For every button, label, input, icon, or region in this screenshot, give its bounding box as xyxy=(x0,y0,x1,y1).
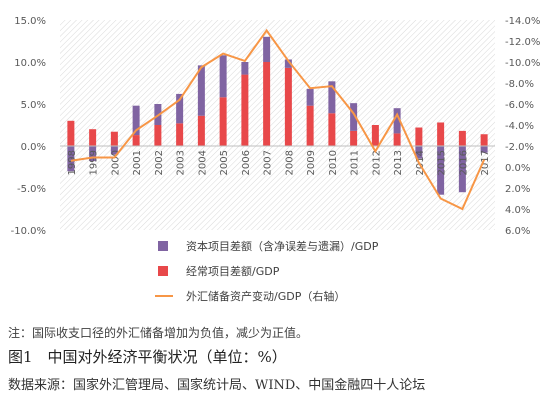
category-label: 2003 xyxy=(176,150,187,175)
current-account-bar xyxy=(393,133,401,146)
right-tick-label: 4.0% xyxy=(505,205,530,216)
right-tick-label: -8.0% xyxy=(505,79,534,90)
capital-account-bar xyxy=(284,59,292,68)
category-label: 1998 xyxy=(67,150,78,175)
capital-account-bar xyxy=(110,146,118,155)
data-source: 数据来源：国家外汇管理局、国家统计局、WIND、中国金融四十人论坛 xyxy=(8,378,426,393)
left-axis: 15.0% 10.0% 5.0% 0.0% -5.0% -10.0% xyxy=(11,16,46,237)
current-account-bar xyxy=(371,125,379,146)
current-account-bar xyxy=(284,67,292,146)
capital-account-bar xyxy=(132,105,140,136)
capital-account-bar xyxy=(241,62,249,75)
left-tick-label: 15.0% xyxy=(14,16,46,27)
category-label: 2016 xyxy=(458,150,469,175)
current-account-bar xyxy=(241,74,249,146)
category-label: 2002 xyxy=(154,150,165,175)
category-label: 1999 xyxy=(89,150,100,175)
right-tick-label: -10.0% xyxy=(505,58,540,69)
right-tick-label: 6.0% xyxy=(505,226,530,237)
capital-account-bar xyxy=(328,81,336,114)
capital-account-bar xyxy=(219,55,227,98)
capital-account-bar xyxy=(197,65,205,116)
current-account-bar xyxy=(306,105,314,146)
current-account-bar xyxy=(110,131,118,146)
legend-swatch xyxy=(158,241,168,251)
left-tick-label: 5.0% xyxy=(21,100,46,111)
left-tick-label: 0.0% xyxy=(21,142,46,153)
capital-account-bar xyxy=(306,88,314,106)
current-account-bar xyxy=(154,125,162,146)
category-label: 2010 xyxy=(328,150,339,175)
category-label: 2006 xyxy=(241,150,252,175)
capital-account-bar xyxy=(437,146,445,195)
left-tick-label: -10.0% xyxy=(11,226,46,237)
category-label: 2005 xyxy=(219,150,230,175)
legend-swatch xyxy=(158,266,168,276)
capital-account-bar xyxy=(89,146,97,162)
category-label: 2004 xyxy=(197,150,208,175)
category-label: 2017 xyxy=(480,150,491,175)
current-account-bar xyxy=(415,127,423,146)
legend-label: 经常项目差额/GDP xyxy=(186,264,280,278)
current-account-bar xyxy=(219,97,227,146)
bar-series xyxy=(67,36,488,195)
right-axis: -14.0% -12.0% -10.0% -8.0% -6.0% -4.0% -2.0% 0.… xyxy=(505,16,540,237)
current-account-bar xyxy=(480,134,488,146)
legend: 资本项目差额（含净误差与遗漏）/GDP 经常项目差额/GDP 外汇储备资产变动/GD… xyxy=(155,239,379,303)
chart: 15.0% 10.0% 5.0% 0.0% -5.0% -10.0% -14.0% -12.… xyxy=(11,16,541,303)
right-tick-label: 2.0% xyxy=(505,184,530,195)
category-label: 2009 xyxy=(306,150,317,175)
right-tick-label: -2.0% xyxy=(505,142,534,153)
current-account-bar xyxy=(176,123,184,146)
left-tick-label: -5.0% xyxy=(17,184,46,195)
current-account-bar xyxy=(437,122,445,146)
category-label: 2001 xyxy=(132,150,143,175)
plot-area xyxy=(60,20,495,230)
capital-account-bar xyxy=(67,146,75,172)
current-account-bar xyxy=(350,130,358,146)
capital-account-bar xyxy=(480,146,488,153)
current-account-bar xyxy=(67,120,75,146)
capital-account-bar xyxy=(458,146,466,193)
footnote: 注：国际收支口径的外汇储备增加为负值，减少为正值。 xyxy=(8,326,309,340)
legend-label: 资本项目差额（含净误差与遗漏）/GDP xyxy=(186,239,379,253)
category-label: 2007 xyxy=(263,150,274,175)
category-label: 2008 xyxy=(284,150,295,175)
right-tick-label: -4.0% xyxy=(505,121,534,132)
current-account-bar xyxy=(263,62,271,146)
right-tick-label: 0.0% xyxy=(505,163,530,174)
current-account-bar xyxy=(132,135,140,146)
right-tick-label: -12.0% xyxy=(505,37,540,48)
category-labels: 1998 1999 2000 2001 2002 2003 2004 2005 2006 2007… xyxy=(67,150,491,175)
legend-label: 外汇储备资产变动/GDP（右轴） xyxy=(186,289,345,303)
category-label: 2011 xyxy=(350,150,361,175)
right-tick-label: -14.0% xyxy=(505,16,540,27)
current-account-bar xyxy=(458,130,466,146)
current-account-bar xyxy=(328,113,336,146)
category-label: 2000 xyxy=(110,150,121,175)
capital-account-bar xyxy=(350,103,358,131)
current-account-bar xyxy=(89,129,97,146)
category-label: 2014 xyxy=(415,150,426,175)
left-tick-label: 10.0% xyxy=(14,58,46,69)
right-tick-label: -6.0% xyxy=(505,100,534,111)
capital-account-bar xyxy=(415,146,423,159)
capital-account-bar xyxy=(393,108,401,134)
category-label: 2013 xyxy=(393,150,404,175)
line-series xyxy=(70,28,486,211)
capital-account-bar xyxy=(263,36,271,62)
figure-caption: 图1 中国对外经济平衡状况（单位：%） xyxy=(8,348,287,366)
fx-reserve-line xyxy=(70,28,486,211)
category-label: 2012 xyxy=(371,150,382,175)
category-label: 2015 xyxy=(437,150,448,175)
current-account-bar xyxy=(197,115,205,146)
capital-account-bar xyxy=(176,93,184,124)
